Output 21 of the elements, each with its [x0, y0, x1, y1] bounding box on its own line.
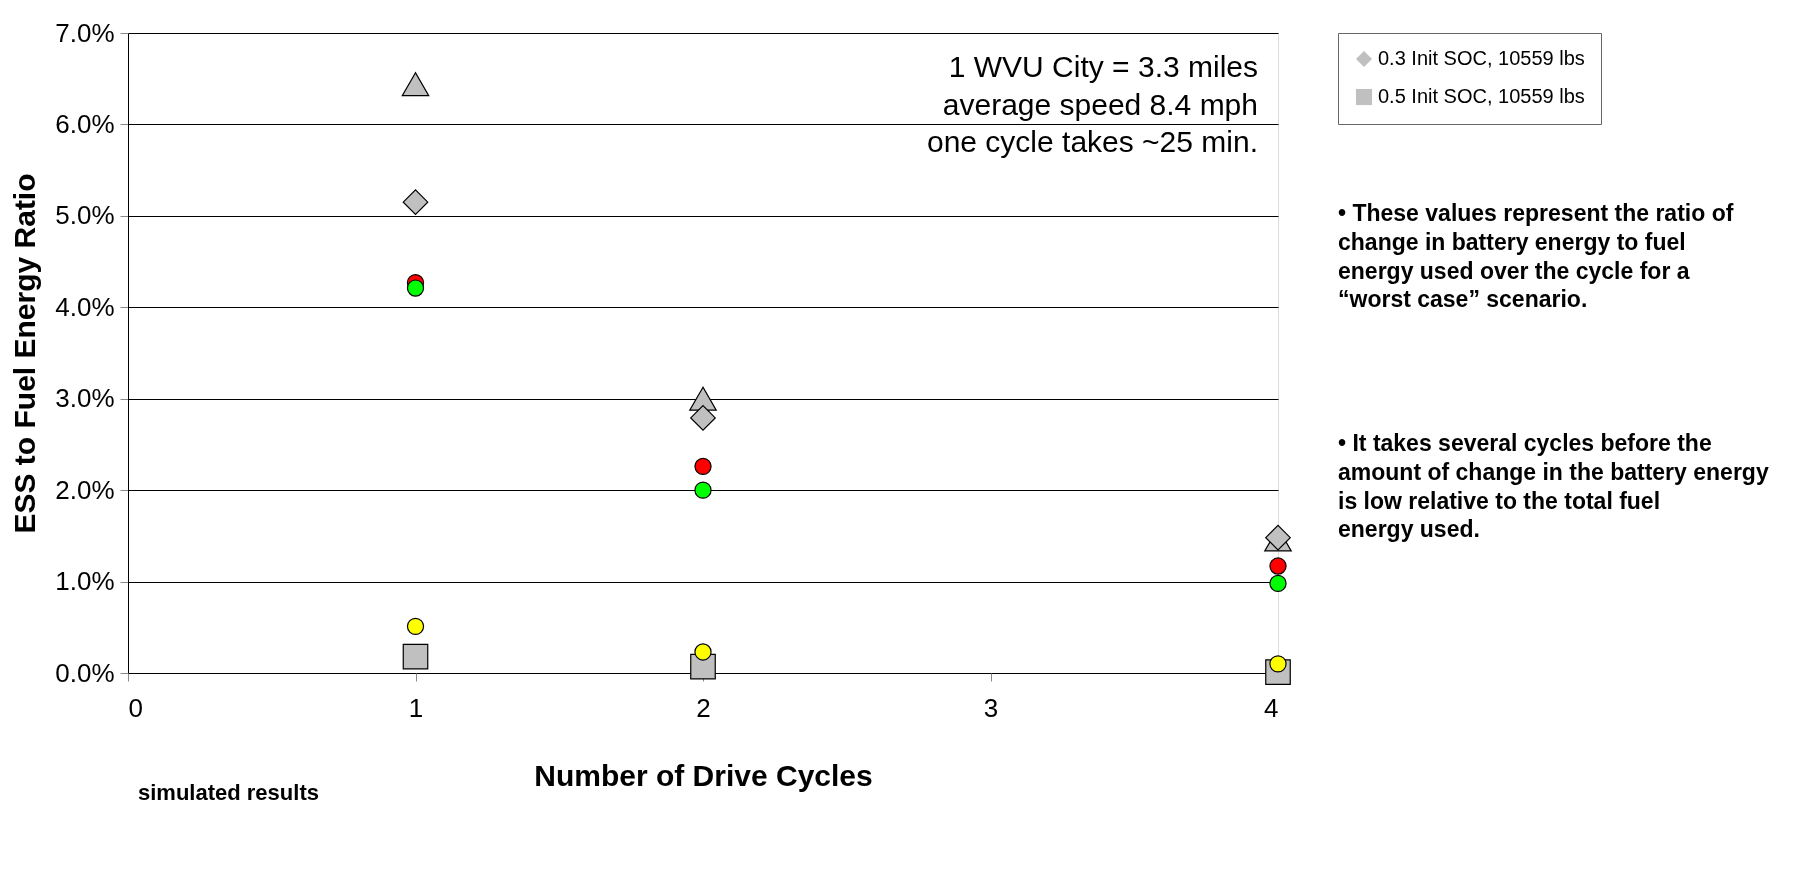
y-tick-label: 2.0% — [55, 474, 115, 505]
x-tick-label: 1 — [408, 692, 424, 723]
y-tick-label: 0.0% — [55, 657, 115, 688]
legend-label: 0.3 Init SOC, 10559 lbs — [1378, 47, 1585, 69]
y-tick-label: 7.0% — [55, 17, 115, 48]
x-axis-title: Number of Drive Cycles — [534, 758, 873, 792]
y-tick-label: 1.0% — [55, 566, 115, 597]
text: simulated results — [138, 780, 319, 805]
y-axis-title: ESS to Fuel Energy Ratio — [8, 173, 42, 534]
x-tick-label: 4 — [1264, 692, 1279, 723]
x-tick-label: 3 — [983, 692, 999, 723]
text: • It takes several cycles before the amount of change in the battery energy is low relative to the total fuel energy used. — [1338, 430, 1769, 543]
annotation: 1 WVU City = 3.3 miles average speed 8.4 mph one cycle takes ~25 min. — [926, 50, 1258, 158]
y-tick-label: 4.0% — [55, 291, 115, 322]
legend-label: 0.5 Init SOC, 10559 lbs — [1378, 85, 1585, 107]
y-tick-label: 6.0% — [55, 108, 115, 139]
text: • These values represent the ratio of change in battery energy to fuel energy used over the cycle for a “worst case” scenario. — [1338, 200, 1734, 313]
y-tick-label: 5.0% — [55, 200, 115, 231]
x-tick-label: 0 — [128, 692, 143, 723]
x-tick-label: 2 — [696, 692, 711, 723]
y-tick-label: 3.0% — [55, 383, 115, 414]
